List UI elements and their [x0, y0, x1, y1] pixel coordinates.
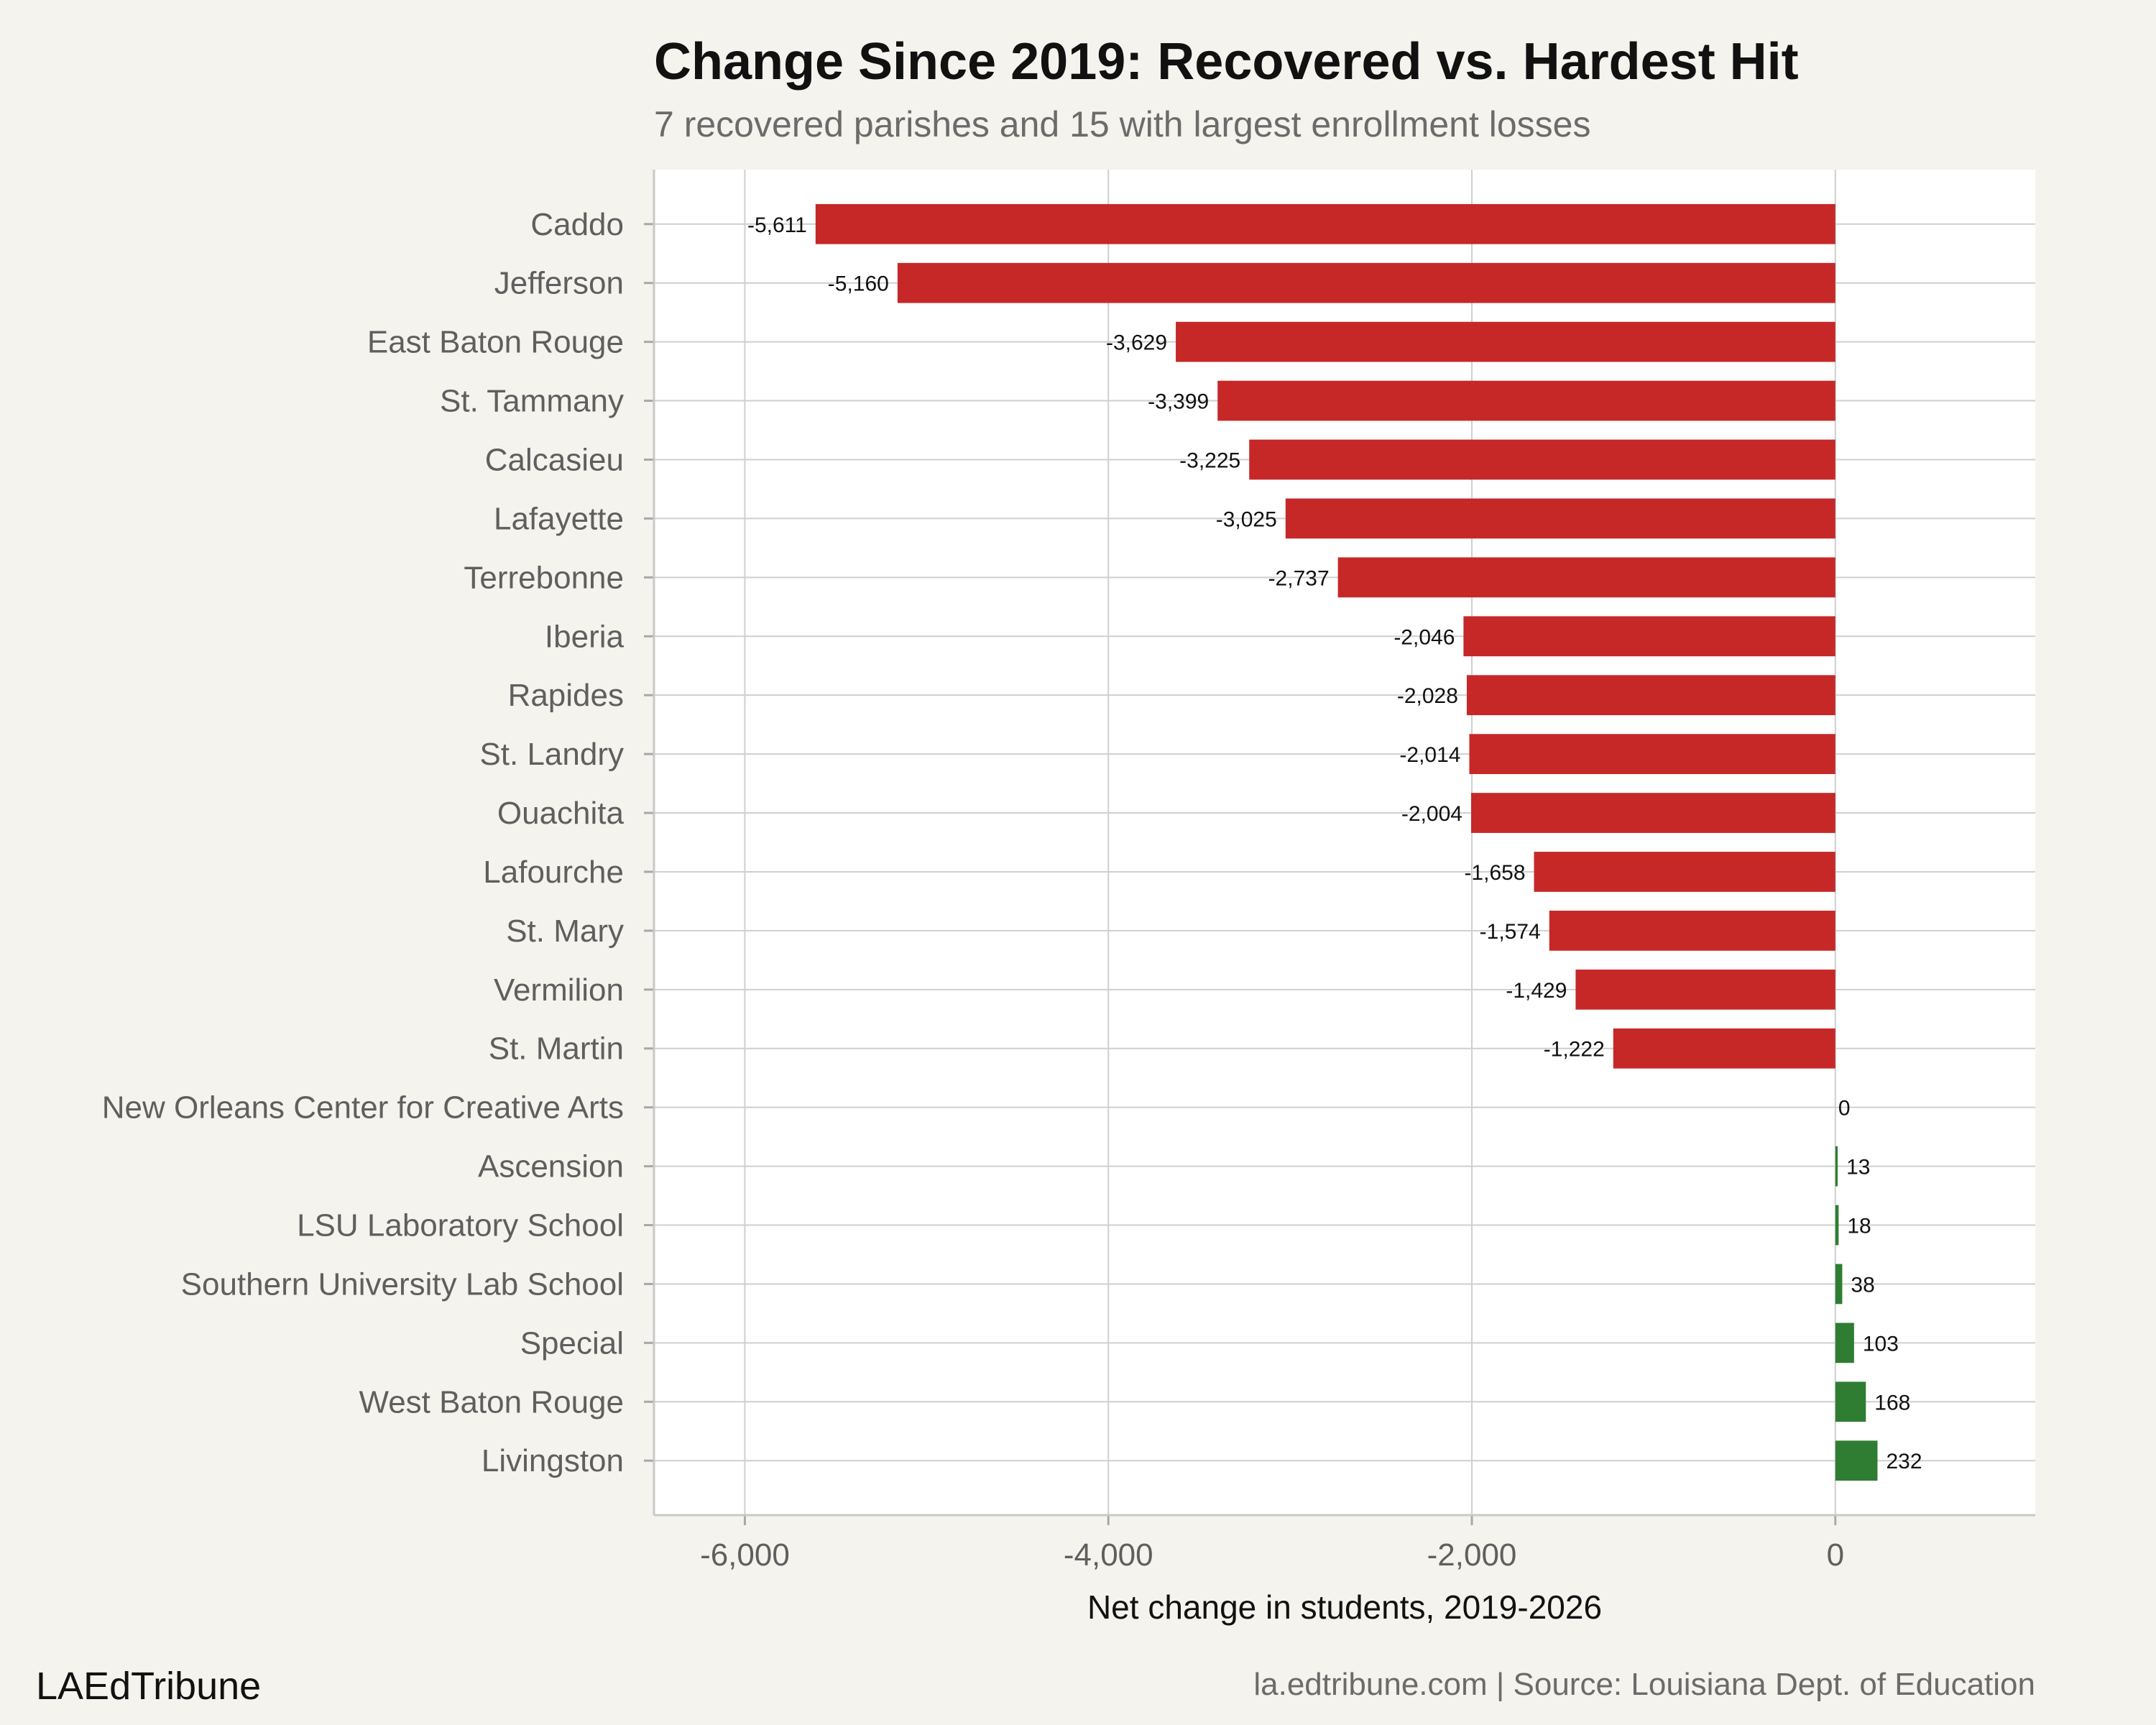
- bar: [1534, 852, 1835, 892]
- bars: [815, 203, 1878, 1481]
- data-label: 103: [1863, 1332, 1899, 1356]
- bar: [1835, 1205, 1839, 1246]
- data-label: 18: [1847, 1215, 1871, 1238]
- category-label: Iberia: [545, 619, 625, 654]
- category-label: Ascension: [478, 1149, 624, 1184]
- x-axis-title: Net change in students, 2019-2026: [1087, 1588, 1602, 1626]
- source-note: la.edtribune.com | Source: Louisiana Dep…: [1253, 1667, 2035, 1702]
- category-label: St. Martin: [489, 1031, 624, 1067]
- category-label: West Baton Rouge: [359, 1384, 624, 1420]
- bar: [1613, 1028, 1835, 1069]
- bar: [1469, 734, 1835, 774]
- category-label: St. Mary: [506, 914, 624, 949]
- chart-title: Change Since 2019: Recovered vs. Hardest…: [654, 33, 1799, 91]
- data-label: 13: [1846, 1156, 1870, 1179]
- data-label: -3,629: [1106, 331, 1167, 355]
- bar: [1285, 498, 1835, 539]
- data-label: -1,429: [1506, 979, 1567, 1003]
- category-label: Southern University Lab School: [181, 1266, 624, 1302]
- bar: [1249, 439, 1835, 480]
- category-label: St. Tammany: [440, 384, 624, 419]
- category-label: Rapides: [508, 678, 624, 713]
- data-label: -2,028: [1397, 684, 1458, 708]
- category-label: Special: [520, 1325, 624, 1361]
- category-label: Lafourche: [483, 855, 624, 890]
- data-label: -5,160: [828, 272, 889, 296]
- category-label: Calcasieu: [485, 442, 624, 477]
- data-label: 168: [1874, 1391, 1910, 1414]
- bar: [1463, 616, 1835, 657]
- data-label: -1,222: [1544, 1038, 1605, 1062]
- category-label: LSU Laboratory School: [297, 1208, 624, 1243]
- plot-panel: [654, 170, 2035, 1515]
- bar: [1835, 1322, 1854, 1363]
- category-label: Terrebonne: [464, 560, 624, 595]
- bar: [1549, 911, 1835, 951]
- x-tick-label: -2,000: [1427, 1537, 1517, 1573]
- data-label: -2,014: [1399, 743, 1460, 767]
- data-label: 38: [1851, 1273, 1874, 1297]
- category-labels: Caddo Jefferson East Baton Rouge St. Tamman…: [102, 207, 625, 1478]
- bar: [1176, 321, 1835, 362]
- chart-subtitle: 7 recovered parishes and 15 with largest…: [654, 104, 1590, 144]
- x-tick-label: -6,000: [700, 1537, 790, 1573]
- data-labels: -5,611 -5,160 -3,629 -3,399 -3,225 -3,025 -2,7…: [747, 213, 1922, 1473]
- bar: [1835, 1440, 1878, 1481]
- category-label: Lafayette: [494, 501, 624, 536]
- bar: [1575, 969, 1835, 1010]
- data-label: -2,737: [1268, 566, 1330, 590]
- data-label: -3,225: [1179, 448, 1240, 472]
- data-label: 232: [1886, 1450, 1922, 1473]
- bar: [1337, 557, 1835, 598]
- data-label: -3,025: [1216, 507, 1277, 531]
- bar: [1835, 1146, 1838, 1187]
- data-label: -2,046: [1393, 625, 1455, 649]
- category-label: Jefferson: [494, 266, 624, 301]
- category-label: New Orleans Center for Creative Arts: [102, 1090, 624, 1126]
- data-label: -1,574: [1480, 920, 1541, 944]
- x-tick-label: 0: [1827, 1537, 1844, 1573]
- brand-logo: LAEdTribune: [36, 1665, 261, 1708]
- x-tick-label: -4,000: [1064, 1537, 1153, 1573]
- data-label: -1,658: [1464, 861, 1525, 885]
- bar: [1466, 675, 1835, 716]
- data-label: 0: [1838, 1097, 1851, 1121]
- category-label: Ouachita: [497, 796, 625, 831]
- bar: [1835, 1264, 1843, 1305]
- data-label: -5,611: [747, 213, 807, 237]
- category-label: Livingston: [482, 1443, 624, 1478]
- category-label: Caddo: [530, 207, 624, 242]
- category-label: Vermilion: [494, 972, 624, 1008]
- x-tick-labels: -6,000 -4,000 -2,000 0: [644, 223, 1844, 1573]
- category-label: East Baton Rouge: [367, 325, 624, 360]
- data-label: -3,399: [1148, 390, 1209, 414]
- bar: [1217, 380, 1835, 421]
- bar: [1471, 793, 1835, 833]
- category-label: St. Landry: [479, 737, 624, 772]
- bar: [1835, 1381, 1866, 1422]
- data-label: -2,004: [1401, 802, 1462, 826]
- bar: [815, 203, 1835, 244]
- bar: [897, 262, 1835, 303]
